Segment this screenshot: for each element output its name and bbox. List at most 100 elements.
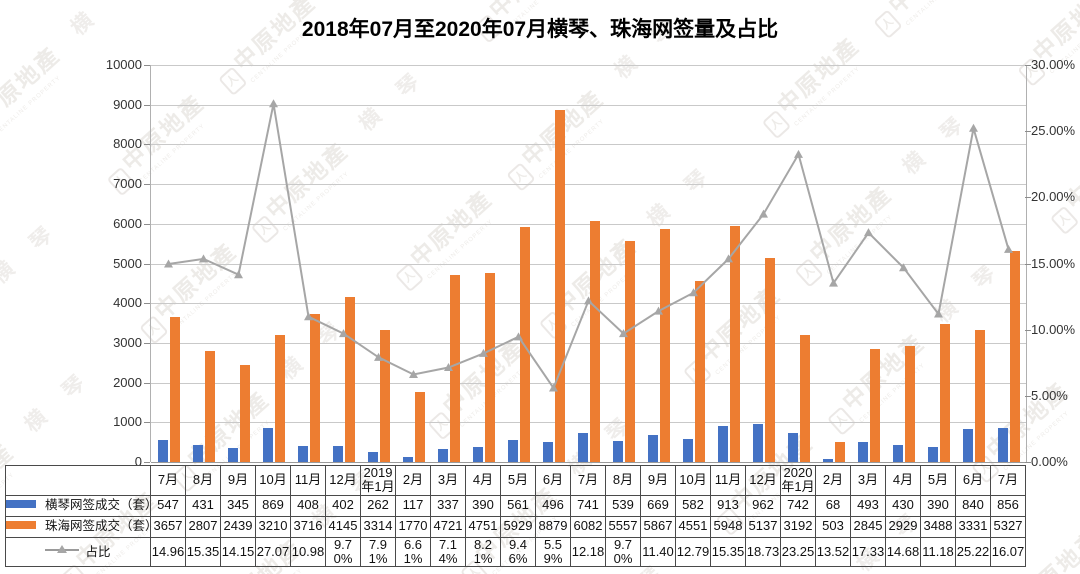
ratio-value-cell: 16.07 xyxy=(990,536,1026,568)
zhuhai-value-cell: 8879 xyxy=(535,515,571,538)
left-axis-label: 4000 xyxy=(113,295,142,310)
right-axis-tick xyxy=(1025,131,1031,132)
left-axis-tick xyxy=(144,144,150,145)
table-header-row: 7月 8月 9月 10月 11月 12月 2019年1月 2月 3月 4月 5月 6月 7月 8月 9月 10… xyxy=(5,465,1026,496)
zhuhai-value-cell: 2845 xyxy=(850,515,886,538)
bar-hengqin xyxy=(613,441,623,462)
left-axis-tick xyxy=(144,422,150,423)
right-axis-label: 20.00% xyxy=(1031,189,1076,204)
hengqin-value-cell: 402 xyxy=(325,494,361,517)
ratio-value-cell: 12.79 xyxy=(675,536,711,568)
left-axis-label: 9000 xyxy=(113,97,142,112)
zhuhai-value-cell: 4751 xyxy=(465,515,501,538)
gridline xyxy=(151,105,1026,106)
month-header-cell: 12月 xyxy=(745,465,781,496)
ratio-value-cell: 14.68 xyxy=(885,536,921,568)
ratio-value-cell: 27.07 xyxy=(255,536,291,568)
bar-zhuhai xyxy=(1010,251,1020,462)
left-axis-label: 7000 xyxy=(113,176,142,191)
bar-hengqin xyxy=(928,447,938,462)
bar-zhuhai xyxy=(310,314,320,462)
hengqin-value-cell: 840 xyxy=(955,494,991,517)
month-header-cell: 4月 xyxy=(885,465,921,496)
zhuhai-value-cell: 3716 xyxy=(290,515,326,538)
right-axis-tick xyxy=(1025,65,1031,66)
gridline xyxy=(151,144,1026,145)
hengqin-value-cell: 669 xyxy=(640,494,676,517)
hengqin-series-swatch-icon xyxy=(6,500,36,509)
ratio-marker xyxy=(584,296,593,305)
ratio-value-cell: 9.46% xyxy=(500,536,536,568)
ratio-value-cell: 11.18 xyxy=(920,536,956,568)
month-header-cell: 8月 xyxy=(605,465,641,496)
ratio-value-cell: 11.40 xyxy=(640,536,676,568)
right-axis-label: 0.00% xyxy=(1031,454,1068,469)
ratio-marker xyxy=(164,259,173,268)
ratio-series-label: 占比 xyxy=(85,545,111,560)
zhuhai-value-cell: 4145 xyxy=(325,515,361,538)
bar-hengqin xyxy=(858,442,868,462)
ratio-value-cell: 9.70% xyxy=(605,536,641,568)
gridline xyxy=(151,343,1026,344)
bar-hengqin xyxy=(578,433,588,462)
legend-cell-zhuhai: 珠海网签成交（套） xyxy=(5,515,151,538)
right-axis-tick xyxy=(1025,330,1031,331)
bar-zhuhai xyxy=(590,221,600,462)
left-axis-tick xyxy=(144,264,150,265)
hengqin-value-cell: 117 xyxy=(395,494,431,517)
hengqin-value-cell: 496 xyxy=(535,494,571,517)
hengqin-series-label: 横琴网签成交（套） xyxy=(45,498,151,513)
left-axis-label: 6000 xyxy=(113,216,142,231)
bar-hengqin xyxy=(788,433,798,462)
left-axis-tick xyxy=(144,303,150,304)
right-axis-label: 10.00% xyxy=(1031,322,1076,337)
ratio-marker xyxy=(899,263,908,272)
bar-hengqin xyxy=(718,426,728,462)
month-header-cell: 3月 xyxy=(430,465,466,496)
ratio-value-cell: 14.96 xyxy=(150,536,186,568)
bar-zhuhai xyxy=(275,335,285,462)
hengqin-value-cell: 262 xyxy=(360,494,396,517)
ratio-marker xyxy=(199,254,208,263)
left-axis-tick xyxy=(144,224,150,225)
hengqin-value-cell: 547 xyxy=(150,494,186,517)
ratio-marker xyxy=(969,123,978,132)
ratio-marker xyxy=(724,254,733,263)
month-header-cell: 6月 xyxy=(955,465,991,496)
ratio-value-cell: 18.73 xyxy=(745,536,781,568)
bar-zhuhai xyxy=(905,346,915,462)
left-axis-tick xyxy=(144,184,150,185)
zhuhai-value-cell: 3488 xyxy=(920,515,956,538)
zhuhai-value-cell: 5557 xyxy=(605,515,641,538)
hengqin-value-cell: 869 xyxy=(255,494,291,517)
zhuhai-value-cell: 5929 xyxy=(500,515,536,538)
bar-zhuhai xyxy=(870,349,880,462)
bar-hengqin xyxy=(298,446,308,462)
ratio-marker xyxy=(934,309,943,318)
ratio-marker xyxy=(234,270,243,279)
month-header-cell: 2019年1月 xyxy=(360,465,396,496)
left-axis-label: 0 xyxy=(134,454,142,469)
bar-hengqin xyxy=(403,457,413,462)
bar-zhuhai xyxy=(800,335,810,462)
ratio-marker xyxy=(549,383,558,392)
zhuhai-value-cell: 2439 xyxy=(220,515,256,538)
ratio-value-cell: 10.98 xyxy=(290,536,326,568)
bar-hengqin xyxy=(543,442,553,462)
ratio-value-cell: 23.25 xyxy=(780,536,816,568)
data-table: 7月 8月 9月 10月 11月 12月 2019年1月 2月 3月 4月 5月 6月 7月 8月 9月 10… xyxy=(5,465,1026,568)
left-axis-label: 1000 xyxy=(113,414,142,429)
zhuhai-value-cell: 3192 xyxy=(780,515,816,538)
right-axis-tick xyxy=(1025,197,1031,198)
month-header-cell: 2月 xyxy=(395,465,431,496)
bar-zhuhai xyxy=(485,273,495,462)
month-header-cell: 7月 xyxy=(990,465,1026,496)
month-header-cell: 10月 xyxy=(675,465,711,496)
bar-zhuhai xyxy=(240,365,250,462)
zhuhai-value-cell: 2929 xyxy=(885,515,921,538)
hengqin-value-cell: 430 xyxy=(885,494,921,517)
month-header-cell: 8月 xyxy=(185,465,221,496)
chart-title: 2018年07月至2020年07月横琴、珠海网签量及占比 xyxy=(301,18,779,41)
